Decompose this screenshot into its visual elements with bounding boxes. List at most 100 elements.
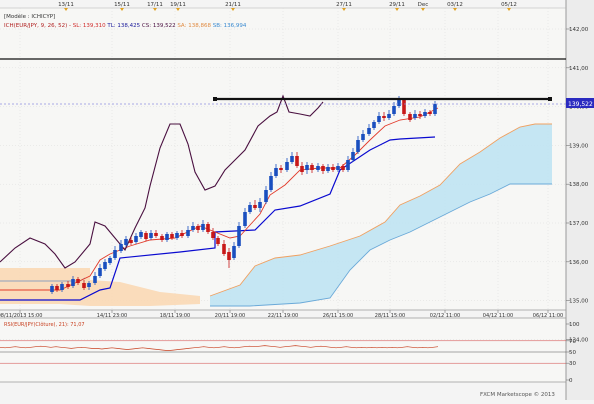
candle-body [295, 156, 299, 166]
resistance-line-handle-right[interactable] [548, 97, 552, 101]
candle-body [191, 226, 195, 230]
candlestick[interactable] [336, 163, 340, 172]
candlestick[interactable] [170, 232, 174, 240]
candlestick[interactable] [139, 230, 143, 239]
candlestick[interactable] [180, 230, 184, 238]
candlestick[interactable] [160, 234, 164, 242]
candlestick[interactable] [387, 110, 391, 120]
candlestick[interactable] [290, 152, 294, 164]
candlestick[interactable] [134, 233, 138, 244]
candle-body [222, 244, 226, 254]
candlestick[interactable] [269, 172, 273, 192]
candlestick[interactable] [76, 277, 80, 285]
candle-body [243, 212, 247, 226]
candle-body [180, 233, 184, 236]
candle-body [285, 162, 289, 170]
candlestick[interactable] [356, 136, 360, 154]
candlestick[interactable] [211, 228, 215, 240]
candlestick[interactable] [103, 259, 107, 271]
candle-body [237, 226, 241, 246]
time-tick-label: 02/12 11:00 [430, 313, 460, 319]
candlestick[interactable] [351, 148, 355, 162]
candlestick[interactable] [227, 248, 231, 268]
candlestick[interactable] [248, 202, 252, 214]
candlestick[interactable] [175, 231, 179, 240]
candlestick[interactable] [382, 112, 386, 121]
candlestick[interactable] [60, 282, 64, 292]
candlestick[interactable] [321, 164, 325, 174]
candlestick[interactable] [93, 272, 97, 285]
candlestick[interactable] [82, 280, 86, 290]
candlestick[interactable] [274, 164, 278, 178]
price-tick-label: 134,00 [569, 337, 589, 343]
candlestick[interactable] [253, 200, 257, 210]
candlestick[interactable] [331, 164, 335, 172]
candlestick[interactable] [408, 112, 412, 122]
candlestick[interactable] [367, 124, 371, 136]
candlestick[interactable] [108, 256, 112, 265]
candlestick[interactable] [361, 130, 365, 142]
candlestick[interactable] [423, 109, 427, 118]
candle-body [76, 279, 80, 283]
candlestick[interactable] [372, 120, 376, 130]
candle-body [98, 268, 102, 276]
candlestick[interactable] [201, 220, 205, 232]
candlestick[interactable] [129, 237, 133, 245]
candlestick[interactable] [55, 284, 59, 292]
candle-body [206, 224, 210, 232]
candle-body [408, 114, 412, 120]
candle-body [119, 244, 123, 251]
candlestick[interactable] [196, 224, 200, 233]
candlestick[interactable] [305, 162, 309, 174]
candlestick[interactable] [206, 222, 210, 234]
candlestick[interactable] [377, 112, 381, 124]
candlestick[interactable] [66, 281, 70, 289]
candlestick[interactable] [285, 158, 289, 172]
candlestick[interactable] [98, 264, 102, 278]
candlestick[interactable] [124, 236, 128, 247]
candlestick[interactable] [149, 230, 153, 240]
time-tick-label: 08/11/2013 15:00 [0, 313, 42, 319]
candlestick[interactable] [165, 232, 169, 242]
candlestick[interactable] [279, 165, 283, 173]
candlestick[interactable] [428, 110, 432, 116]
candlestick[interactable] [402, 98, 406, 116]
candlestick[interactable] [258, 198, 262, 212]
candlestick[interactable] [433, 101, 437, 116]
candlestick[interactable] [264, 186, 268, 204]
candlestick[interactable] [113, 246, 117, 260]
candlestick[interactable] [243, 208, 247, 228]
resistance-line-handle-left[interactable] [213, 97, 217, 101]
time-tick-label: 20/11 19:00 [215, 313, 245, 319]
session-marker-icon [342, 8, 346, 11]
candlestick[interactable] [237, 222, 241, 248]
candlesticks[interactable] [50, 96, 437, 294]
candlestick[interactable] [216, 236, 220, 246]
candlestick[interactable] [186, 226, 190, 238]
candlestick[interactable] [50, 284, 54, 294]
candlestick[interactable] [326, 164, 330, 173]
candlestick[interactable] [119, 240, 123, 253]
candlestick[interactable] [316, 163, 320, 172]
rsi-tick-label: 0 [569, 378, 573, 384]
candlestick[interactable] [418, 111, 422, 119]
candlestick[interactable] [232, 242, 236, 260]
candlestick[interactable] [300, 162, 304, 175]
rsi-panel[interactable] [0, 318, 566, 382]
candlestick[interactable] [154, 230, 158, 238]
candlestick[interactable] [144, 231, 148, 241]
top-date-label: 19/11 [170, 2, 186, 8]
top-date-label: 27/11 [336, 2, 352, 8]
candlestick[interactable] [295, 152, 299, 168]
candlestick[interactable] [222, 240, 226, 256]
candlestick[interactable] [87, 281, 91, 290]
candlestick[interactable] [413, 110, 417, 120]
candlestick[interactable] [71, 276, 75, 288]
candlestick[interactable] [191, 222, 195, 232]
candlestick[interactable] [310, 163, 314, 173]
candlestick[interactable] [346, 156, 350, 172]
time-tick-label: 26/11 15:00 [323, 313, 353, 319]
candlestick[interactable] [341, 164, 345, 172]
price-tick-label: 142,00 [569, 27, 589, 33]
